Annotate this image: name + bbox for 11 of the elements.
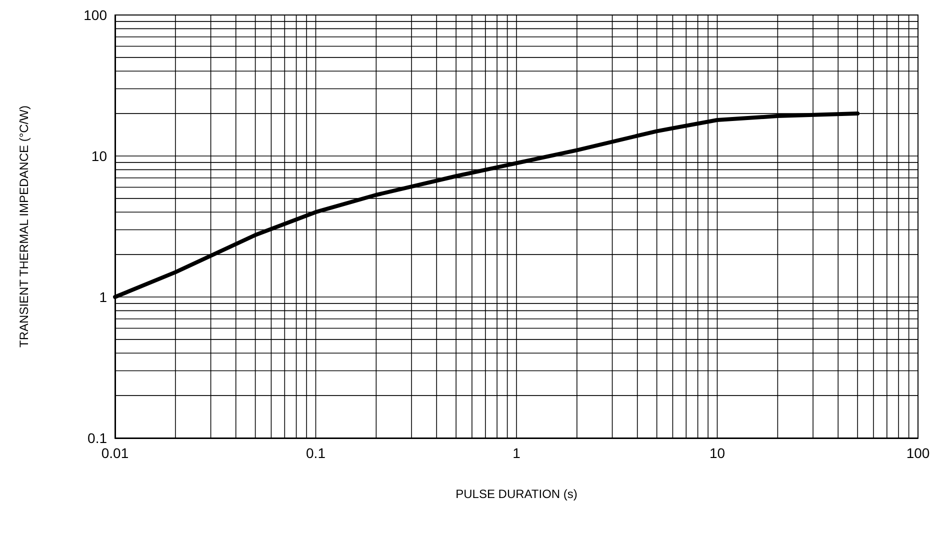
- x-axis-title: PULSE DURATION (s): [456, 487, 578, 501]
- x-tick-label: 1: [512, 445, 521, 461]
- x-tick-label: 100: [906, 445, 930, 461]
- y-tick-label: 0.1: [88, 430, 108, 446]
- y-tick-label: 1: [99, 289, 108, 305]
- x-tick-label: 0.01: [101, 445, 129, 461]
- y-tick-label: 100: [84, 7, 108, 23]
- y-axis-title: TRANSIENT THERMAL IMPEDANCE (°C/W): [17, 106, 31, 348]
- x-tick-label: 0.1: [306, 445, 326, 461]
- y-tick-label: 10: [91, 148, 108, 164]
- x-tick-label: 10: [709, 445, 726, 461]
